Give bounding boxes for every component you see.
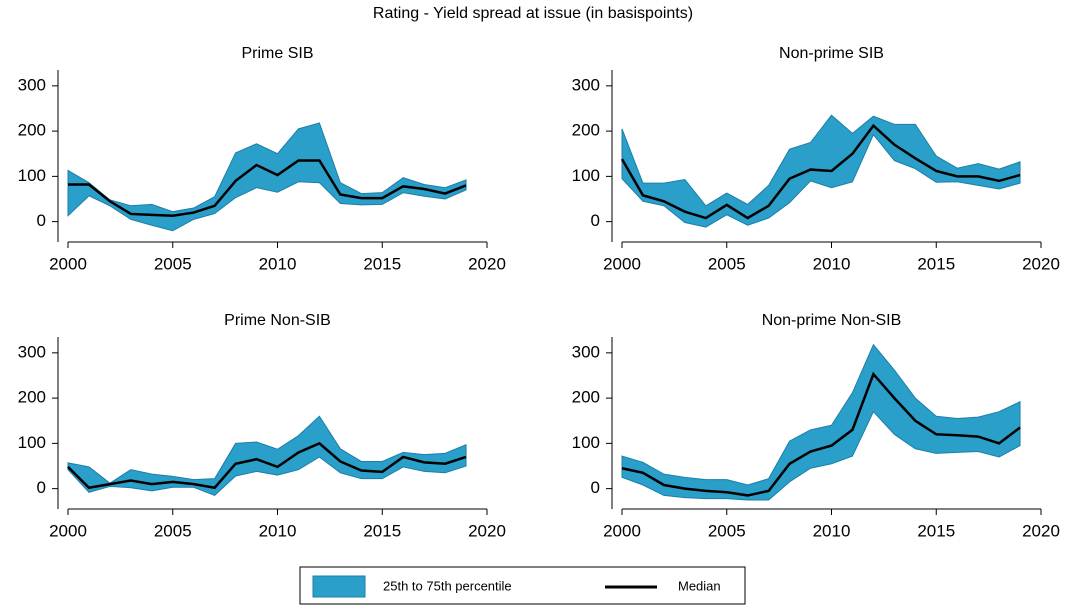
legend-swatch bbox=[312, 575, 366, 598]
median-line bbox=[620, 123, 1021, 220]
x-tick-label: 2020 bbox=[1022, 521, 1060, 540]
y-tick-label: 100 bbox=[572, 433, 600, 452]
x-tick-label: 2000 bbox=[49, 521, 87, 540]
median-line bbox=[67, 441, 467, 490]
legend bbox=[299, 566, 746, 605]
x-tick-label: 2015 bbox=[363, 521, 401, 540]
y-tick-label: 0 bbox=[37, 478, 46, 497]
legend-label: Median bbox=[678, 578, 721, 593]
x-tick-label: 2005 bbox=[154, 254, 192, 273]
panel-title: Prime SIB bbox=[241, 45, 313, 62]
percentile-band bbox=[621, 343, 1021, 501]
x-tick-label: 2000 bbox=[603, 254, 641, 273]
x-tick-label: 2015 bbox=[917, 521, 955, 540]
legend-label: 25th to 75th percentile bbox=[383, 578, 512, 593]
x-tick-label: 2010 bbox=[259, 254, 297, 273]
y-tick-label: 0 bbox=[591, 211, 600, 230]
y-tick-label: 200 bbox=[18, 388, 46, 407]
x-tick-label: 2020 bbox=[1022, 254, 1060, 273]
x-tick-label: 2020 bbox=[468, 254, 506, 273]
panel-title: Non-prime Non-SIB bbox=[762, 312, 902, 329]
x-tick-label: 2000 bbox=[603, 521, 641, 540]
y-tick-label: 0 bbox=[591, 478, 600, 497]
median-line bbox=[68, 159, 467, 218]
y-tick-label: 300 bbox=[572, 75, 600, 94]
y-tick-label: 200 bbox=[572, 388, 600, 407]
x-tick-label: 2005 bbox=[708, 521, 746, 540]
x-tick-label: 2005 bbox=[708, 254, 746, 273]
x-tick-label: 2015 bbox=[363, 254, 401, 273]
x-tick-label: 2010 bbox=[259, 521, 297, 540]
percentile-band bbox=[67, 415, 467, 497]
y-tick-label: 200 bbox=[572, 121, 600, 140]
panel-title: Prime Non-SIB bbox=[224, 312, 331, 329]
x-tick-label: 2020 bbox=[468, 521, 506, 540]
x-tick-label: 2005 bbox=[154, 521, 192, 540]
y-tick-label: 100 bbox=[18, 166, 46, 185]
y-tick-label: 100 bbox=[572, 166, 600, 185]
y-tick-label: 0 bbox=[37, 211, 46, 230]
y-tick-label: 300 bbox=[18, 75, 46, 94]
median-line bbox=[621, 371, 1021, 497]
x-tick-label: 2000 bbox=[49, 254, 87, 273]
x-tick-label: 2010 bbox=[813, 521, 851, 540]
x-tick-label: 2015 bbox=[917, 254, 955, 273]
y-tick-label: 300 bbox=[572, 342, 600, 361]
y-tick-label: 200 bbox=[18, 121, 46, 140]
panel-title: Non-prime SIB bbox=[779, 45, 884, 62]
x-tick-label: 2010 bbox=[813, 254, 851, 273]
percentile-band bbox=[67, 122, 467, 232]
chart-title: Rating - Yield spread at issue (in basis… bbox=[373, 5, 693, 22]
y-tick-label: 300 bbox=[18, 342, 46, 361]
y-tick-label: 100 bbox=[18, 433, 46, 452]
